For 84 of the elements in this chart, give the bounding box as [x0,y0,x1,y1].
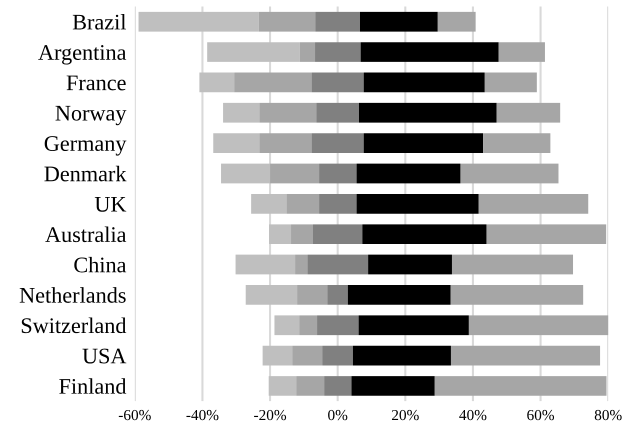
y-tick-label: Brazil [72,14,126,30]
bar [292,346,322,366]
bar [498,42,545,62]
bar [348,285,451,305]
x-tick-label: 20% [392,410,419,420]
x-tick-label: 40% [459,410,486,420]
bar [260,133,312,153]
y-tick-label: Netherlands [20,287,126,303]
y-tick-label: Germany [44,136,126,156]
bar [246,285,298,305]
bar [300,42,316,62]
bar [291,224,313,244]
bar [319,194,357,214]
y-tick-label: France [66,76,126,90]
bar [364,133,484,153]
bar [450,346,600,366]
bar [438,12,476,32]
bar [260,102,316,123]
bar [328,285,348,305]
x-tick-label: -20% [254,410,286,420]
bar [317,315,359,336]
bar [356,164,460,184]
bar [352,376,435,396]
bar [322,346,353,366]
bar [434,376,606,396]
bar [315,12,360,32]
y-tick-label: Norway [56,106,126,126]
y-tick-label: Argentina [38,45,126,65]
bar [360,42,499,62]
bar [207,42,300,62]
bar [234,72,312,92]
bar [236,254,296,274]
bar [269,224,292,244]
bar [213,133,260,153]
bar [299,315,318,336]
bar [221,164,270,184]
bar [316,102,359,123]
bar [270,164,320,184]
bar [460,164,558,184]
y-tick-label: Australia [45,226,126,242]
bar [223,102,260,123]
bar [315,42,361,62]
bar [358,102,497,123]
y-tick-label: UK [94,196,126,212]
bar [362,224,486,244]
bar [360,12,438,32]
bar [368,254,452,274]
x-tick-label: 80% [594,410,622,420]
bar [312,72,364,92]
bar [356,194,479,214]
y-tick-label: China [74,256,126,272]
x-tick-label: -40% [186,410,218,420]
bar [486,224,606,244]
bar [251,194,287,214]
x-tick-label: 60% [527,410,554,420]
bar [268,376,296,396]
bar [262,346,292,366]
bar [478,194,588,214]
y-tick-label: Finland [59,378,126,394]
bar [274,315,300,336]
bar [496,102,560,123]
bar [452,254,574,274]
bar [450,285,584,305]
x-tick-label: 0% [328,410,348,420]
bar [313,224,362,244]
bar [364,72,485,92]
y-tick-label: USA [82,348,126,364]
bar [258,12,316,32]
bar [483,133,550,153]
bar [199,72,234,92]
bar [297,285,328,305]
bar [286,194,320,214]
bar [295,254,308,274]
bar [352,346,451,366]
y-tick-label: Denmark [44,166,126,182]
bar [308,254,368,274]
x-tick-label: -60% [118,410,151,420]
bar [484,72,537,92]
bar [312,133,364,153]
y-tick-label: Switzerland [22,318,126,334]
bar [296,376,324,396]
bar [319,164,357,184]
bar [324,376,352,396]
bar [138,12,259,32]
